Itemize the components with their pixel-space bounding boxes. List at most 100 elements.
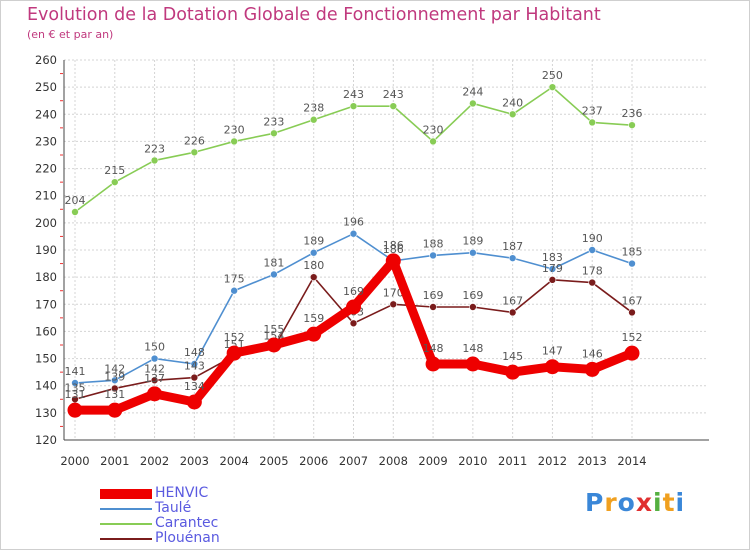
point-plouenan-2014 xyxy=(628,308,636,317)
legend-label-henvic: HENVIC xyxy=(155,485,209,501)
point-taule-2004 xyxy=(230,286,238,295)
data-label-henvic-2004: 152 xyxy=(224,331,245,344)
y-tick-label-240: 240 xyxy=(35,107,57,121)
point-plouenan-2010 xyxy=(469,303,477,311)
point-taule-2009 xyxy=(429,251,437,260)
data-label-carantec-2014: 236 xyxy=(622,107,643,120)
data-label-taule-2007: 196 xyxy=(343,216,364,229)
x-tick-label-2010: 2010 xyxy=(458,454,487,468)
legend: HENVIC Taulé Carantec Plouénan xyxy=(100,486,220,546)
legend-item-plouenan: Plouénan xyxy=(100,531,220,546)
point-henvic-2012 xyxy=(544,359,560,375)
data-label-taule-2008: 186 xyxy=(383,243,404,256)
data-label-carantec-2013: 237 xyxy=(582,104,603,117)
point-carantec-2002 xyxy=(150,156,159,165)
point-taule-2010 xyxy=(469,248,477,257)
point-carantec-2009 xyxy=(429,137,437,146)
data-label-henvic-2013: 146 xyxy=(582,347,603,360)
x-tick-label-2009: 2009 xyxy=(418,454,447,468)
point-plouenan-2002 xyxy=(150,376,159,385)
data-label-plouenan-2002: 142 xyxy=(144,362,165,375)
point-henvic-2003 xyxy=(186,394,202,410)
logo-letter-0: P xyxy=(585,488,605,517)
point-henvic-2008 xyxy=(385,253,401,269)
point-carantec-2013 xyxy=(588,118,597,127)
x-tick-label-2003: 2003 xyxy=(180,454,209,468)
logo-letter-2: o xyxy=(617,488,636,517)
data-label-plouenan-2000: 135 xyxy=(65,381,86,394)
point-plouenan-2007 xyxy=(349,319,358,328)
data-label-plouenan-2009: 169 xyxy=(423,289,444,302)
logo-letter-3: x xyxy=(635,488,653,517)
x-tick-label-2006: 2006 xyxy=(299,454,328,468)
point-henvic-2001 xyxy=(107,402,123,418)
legend-swatch-henvic xyxy=(100,488,152,499)
point-taule-2003 xyxy=(190,360,199,368)
chart-subtitle: (en € et par an) xyxy=(27,28,114,41)
x-tick-label-2013: 2013 xyxy=(578,454,607,468)
y-tick-label-150: 150 xyxy=(35,352,57,366)
point-carantec-2007 xyxy=(349,102,358,110)
point-henvic-2011 xyxy=(505,364,521,380)
data-label-carantec-2005: 233 xyxy=(263,115,284,128)
data-label-henvic-2003: 134 xyxy=(184,380,205,393)
data-label-taule-2005: 181 xyxy=(263,256,284,269)
legend-swatch-taule xyxy=(100,507,152,510)
legend-item-henvic: HENVIC xyxy=(100,486,220,501)
y-tick-label-170: 170 xyxy=(35,297,57,311)
data-label-plouenan-2001: 139 xyxy=(104,370,125,383)
point-henvic-2013 xyxy=(584,361,600,377)
point-taule-2006 xyxy=(309,248,318,257)
x-tick-label-2002: 2002 xyxy=(140,454,169,468)
legend-label-taule: Taulé xyxy=(155,500,192,516)
y-tick-label-140: 140 xyxy=(35,379,57,393)
data-label-carantec-2010: 244 xyxy=(462,85,483,98)
data-label-henvic-2001: 131 xyxy=(104,388,125,401)
data-label-taule-2000: 141 xyxy=(65,365,86,378)
data-label-taule-2002: 150 xyxy=(144,341,165,354)
point-carantec-2003 xyxy=(190,148,199,157)
legend-item-taule: Taulé xyxy=(100,501,220,516)
point-henvic-2004 xyxy=(226,345,242,361)
data-label-henvic-2005: 155 xyxy=(263,323,284,336)
legend-swatch-carantec xyxy=(100,522,152,525)
data-label-taule-2010: 189 xyxy=(462,235,483,248)
logo-letter-1: r xyxy=(604,488,618,517)
point-taule-2005 xyxy=(270,270,278,279)
point-plouenan-2009 xyxy=(429,303,437,311)
data-label-plouenan-2013: 178 xyxy=(582,265,603,278)
logo-letter-4: i xyxy=(653,488,663,517)
point-henvic-2014 xyxy=(624,345,640,361)
data-label-taule-2014: 185 xyxy=(622,246,643,259)
x-tick-label-2011: 2011 xyxy=(498,454,527,468)
point-taule-2007 xyxy=(349,229,358,238)
point-taule-2011 xyxy=(508,254,517,262)
x-tick-label-2012: 2012 xyxy=(538,454,567,468)
data-label-carantec-2008: 243 xyxy=(383,88,404,101)
data-label-henvic-2000: 131 xyxy=(65,388,86,401)
data-label-carantec-2011: 240 xyxy=(502,96,523,109)
proxiti-logo: Proxiti xyxy=(585,488,685,517)
point-henvic-2002 xyxy=(147,386,163,402)
point-plouenan-2006 xyxy=(309,273,318,281)
data-label-henvic-2010: 148 xyxy=(462,342,483,355)
x-tick-label-2007: 2007 xyxy=(339,454,368,468)
data-label-henvic-2008: 186 xyxy=(383,239,404,252)
y-tick-label-200: 200 xyxy=(35,216,57,230)
point-taule-2001 xyxy=(110,376,119,385)
point-henvic-2009 xyxy=(425,356,441,372)
y-tick-label-260: 260 xyxy=(35,53,57,67)
data-label-carantec-2000: 204 xyxy=(65,194,86,207)
point-carantec-2004 xyxy=(230,137,238,146)
x-tick-label-2005: 2005 xyxy=(259,454,288,468)
point-taule-2000 xyxy=(71,379,79,387)
data-label-carantec-2012: 250 xyxy=(542,69,563,82)
point-carantec-2001 xyxy=(110,178,119,186)
data-label-taule-2003: 148 xyxy=(184,346,205,359)
data-label-taule-2001: 142 xyxy=(104,362,125,375)
y-tick-label-180: 180 xyxy=(35,270,57,284)
x-tick-label-2014: 2014 xyxy=(617,454,646,468)
data-label-henvic-2012: 147 xyxy=(542,345,563,358)
data-label-taule-2009: 188 xyxy=(423,237,444,250)
